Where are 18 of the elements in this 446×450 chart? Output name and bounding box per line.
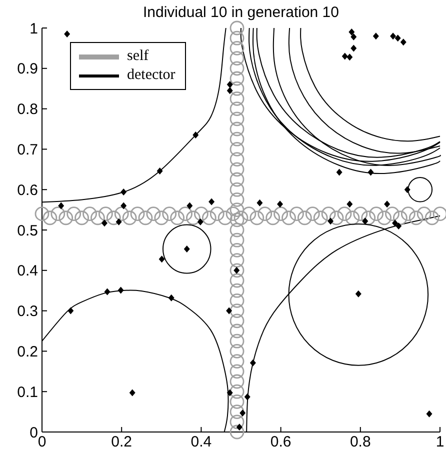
x-tick-label: 0.2: [111, 434, 132, 450]
y-tick-label: 0.1: [17, 384, 38, 401]
y-tick-label: 0.9: [17, 60, 38, 78]
y-tick-label: 0.7: [17, 142, 38, 159]
x-tick-label: 0.8: [350, 434, 371, 450]
y-tick-label: 0.5: [17, 222, 38, 240]
y-tick-label: 1: [30, 20, 38, 38]
chart-title: Individual 10 in generation 10: [142, 4, 340, 21]
legend-label: detector: [127, 67, 176, 84]
legend-label: self: [127, 48, 149, 65]
y-tick-label: 0.3: [17, 303, 38, 320]
y-tick-label: 0.6: [17, 182, 38, 199]
y-tick-label: 0.8: [17, 101, 38, 118]
x-tick-label: 0.6: [270, 434, 292, 450]
y-tick-label: 0.4: [17, 262, 38, 280]
y-tick-label: 0.2: [17, 344, 38, 361]
x-tick-label: 1: [436, 434, 444, 450]
x-tick-label: 0.4: [190, 434, 212, 450]
